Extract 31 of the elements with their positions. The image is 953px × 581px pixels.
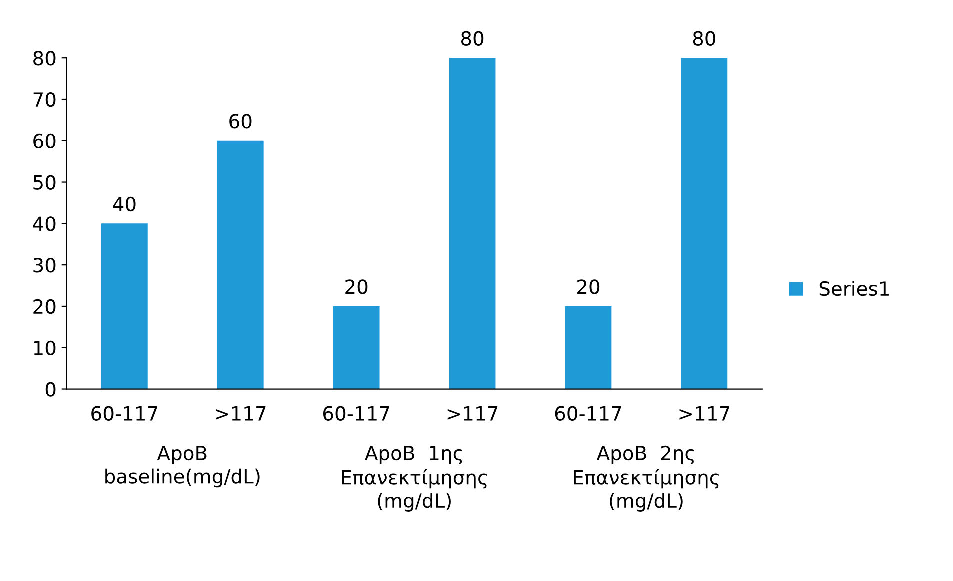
- y-tick-label: 20: [34, 299, 56, 314]
- bar: [565, 306, 612, 390]
- text: ApoB 1ης Επανεκτίμησης (mg/dL): [342, 446, 487, 512]
- y-tick-label: 30: [34, 258, 56, 273]
- data-label: 60: [230, 114, 252, 129]
- x-tick-label: >117: [448, 406, 498, 421]
- y-tick-label: 10: [34, 340, 56, 356]
- bar: [449, 58, 496, 390]
- x-tick-label: 60-117: [555, 406, 622, 421]
- data-label: 80: [461, 31, 484, 46]
- bar: [101, 224, 148, 390]
- text: ApoB baseline(mg/dL): [106, 446, 260, 488]
- x-tick-label: 60-117: [92, 406, 158, 421]
- text: ApoB 2ης Επανεκτίμησης (mg/dL): [574, 446, 719, 512]
- bar: [217, 140, 264, 390]
- data-label: 80: [693, 31, 716, 46]
- x-tick-label: >117: [216, 406, 266, 421]
- x-tick-label: 60-117: [324, 406, 390, 421]
- y-tick-label: 80: [34, 51, 56, 66]
- data-label: 40: [113, 196, 136, 212]
- data-label: 20: [578, 280, 600, 294]
- y-tick-label: 50: [34, 175, 56, 190]
- data-label: 20: [346, 280, 368, 294]
- y-tick-label: 40: [33, 216, 56, 232]
- bar: [333, 306, 380, 390]
- y-tick-label: 0: [46, 382, 56, 397]
- y-tick-label: 60: [34, 134, 56, 149]
- legend-label: Series1: [820, 281, 889, 296]
- x-tick-label: >117: [680, 406, 730, 421]
- bar: [681, 58, 728, 390]
- y-tick-label: 70: [34, 92, 56, 108]
